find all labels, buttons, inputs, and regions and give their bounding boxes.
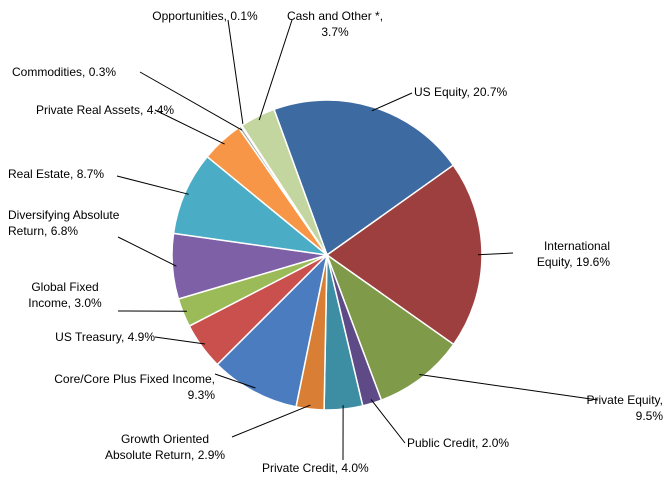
category-label: Growth Oriented Absolute Return, — [104, 432, 210, 462]
leader-line — [258, 19, 293, 121]
leader-line — [154, 336, 206, 345]
slice-label: Commodities, 0.3% — [12, 64, 140, 80]
category-label: Real Estate, — [8, 167, 74, 181]
slice-label: Public Credit, 2.0% — [407, 435, 527, 451]
pie-slice — [240, 108, 328, 256]
value-label: 3.7% — [321, 25, 349, 39]
leader-line — [139, 71, 243, 131]
value-label: 19.6% — [575, 255, 610, 269]
value-label: 9.3% — [187, 388, 215, 402]
value-label: 0.1% — [230, 9, 258, 23]
slice-label: Global Fixed Income, 3.0% — [15, 279, 115, 311]
category-label: US Equity, — [414, 85, 470, 99]
category-label: Global Fixed Income, — [28, 280, 99, 310]
leader-line — [370, 399, 406, 444]
value-label: 3.0% — [74, 296, 102, 310]
slice-label: International Equity, 19.6% — [515, 238, 610, 270]
slice-label: Diversifying Absolute Return, 6.8% — [8, 207, 123, 239]
category-label: US Treasury, — [55, 330, 125, 344]
value-label: 2.9% — [197, 448, 226, 462]
leader-line — [477, 252, 514, 256]
category-label: Private Equity, — [586, 393, 663, 407]
category-label: Diversifying Absolute Return, — [8, 208, 120, 238]
pie-slice — [325, 252, 455, 402]
pie-slice — [273, 99, 455, 257]
slice-label: Opportunities, 0.1% — [150, 8, 260, 24]
slice-label: Private Credit, 4.0% — [262, 460, 412, 476]
value-label: 4.9% — [127, 330, 155, 344]
leader-line — [231, 404, 311, 438]
leader-line — [214, 373, 256, 389]
value-label: 9.5% — [635, 409, 663, 423]
leader-line — [371, 92, 413, 112]
slice-label: Private Real Assets, 4.4% — [30, 102, 180, 118]
slice-label: Real Estate, 8.7% — [8, 166, 120, 182]
value-label: 8.7% — [76, 167, 105, 181]
pie-slice — [216, 252, 329, 408]
category-label: Public Credit, — [407, 436, 479, 450]
pie-slice — [172, 155, 330, 257]
category-label: International Equity, — [536, 239, 610, 269]
slice-label: Cash and Other *, 3.7% — [280, 8, 390, 40]
value-label: 20.7% — [473, 85, 508, 99]
value-label: 4.0% — [341, 461, 369, 475]
category-label: Core/Core Plus Fixed Income, — [54, 372, 215, 386]
category-label: Private Real Assets, — [35, 103, 144, 117]
value-label: 0.3% — [88, 65, 117, 79]
value-label: 6.8% — [50, 224, 79, 238]
leader-line — [116, 175, 189, 195]
slice-label: Private Equity, 9.5% — [560, 392, 663, 424]
slice-label: Core/Core Plus Fixed Income, 9.3% — [40, 371, 215, 403]
leader-line — [117, 236, 177, 267]
category-label: Commodities, — [12, 65, 86, 79]
category-label: Opportunities, — [152, 9, 227, 23]
leader-line — [227, 19, 245, 130]
category-label: Private Credit, — [262, 461, 339, 475]
category-label: Cash and Other *, — [286, 9, 384, 23]
leader-line — [154, 109, 225, 145]
slice-label: US Treasury, 4.9% — [5, 329, 155, 345]
leader-line — [419, 374, 599, 401]
slice-label: Growth Oriented Absolute Return, 2.9% — [100, 431, 230, 463]
value-label: 4.4% — [146, 103, 175, 117]
slice-label: US Equity, 20.7% — [414, 84, 544, 100]
value-label: 2.0% — [481, 436, 510, 450]
